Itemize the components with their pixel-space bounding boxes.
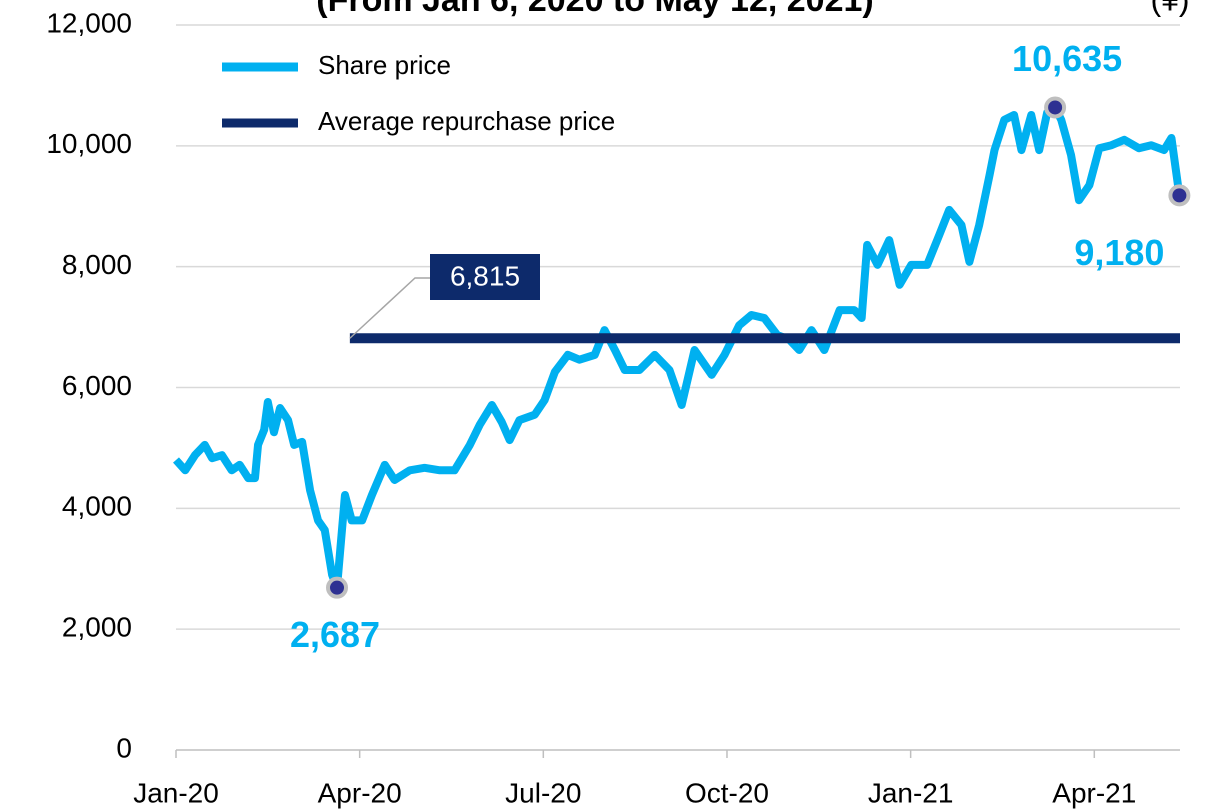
y-tick-label: 4,000	[62, 491, 132, 522]
callout-box	[430, 254, 540, 300]
x-tick-label: Jan-21	[868, 777, 954, 808]
x-tick-label: Apr-20	[318, 777, 402, 808]
x-tick-label: Jan-20	[133, 777, 219, 808]
y-tick-label: 12,000	[46, 7, 132, 38]
highlight-point	[1044, 96, 1067, 119]
x-tick-label: Jul-20	[505, 777, 581, 808]
y-tick-label: 0	[116, 732, 132, 763]
callout-leader	[349, 277, 432, 339]
callout-label: 6,815	[450, 260, 520, 291]
chart-title: (From Jan 6, 2020 to May 12, 2021)	[316, 0, 873, 19]
legend-label: Average repurchase price	[318, 106, 615, 136]
legend-label: Share price	[318, 50, 451, 80]
x-tick-label: Oct-20	[685, 777, 769, 808]
y-tick-label: 10,000	[46, 128, 132, 159]
series-line	[173, 103, 1184, 592]
unit-label: (¥)	[1150, 0, 1189, 17]
value-label: 9,180	[1074, 232, 1164, 273]
y-tick-label: 6,000	[62, 370, 132, 401]
x-tick-label: Apr-21	[1052, 777, 1136, 808]
value-label: 10,635	[1012, 38, 1122, 79]
value-label: 2,687	[290, 614, 380, 655]
y-tick-label: 8,000	[62, 249, 132, 280]
highlight-point	[326, 576, 349, 599]
highlight-point	[1168, 184, 1191, 207]
y-tick-label: 2,000	[62, 612, 132, 643]
